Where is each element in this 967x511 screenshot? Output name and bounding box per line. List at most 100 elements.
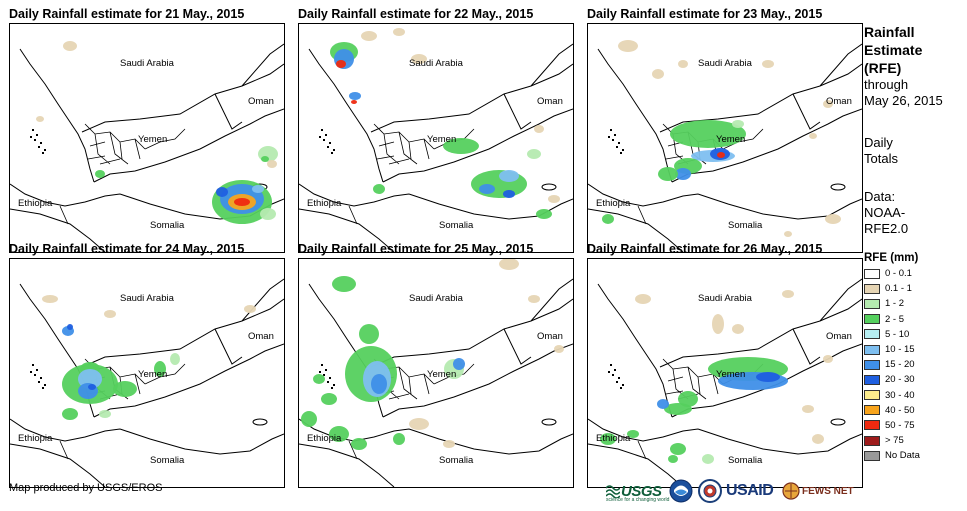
rain-area	[252, 185, 264, 193]
rfe-legend: RFE (mm) 0 - 0.1 0.1 - 1 1 - 2 2 - 5 5 - 10 1…	[864, 252, 920, 463]
rainfall-map: Saudi Arabia Oman Yemen Ethiopia Somalia	[587, 23, 863, 253]
legend-item: 20 - 30	[864, 372, 920, 387]
djibouti-border	[637, 440, 647, 460]
yemen-oman-border	[503, 328, 532, 365]
legend-swatch	[864, 374, 880, 385]
island-dot	[618, 377, 620, 379]
island-dot	[331, 387, 333, 389]
sidebar-through: through	[864, 77, 909, 92]
island-dot	[612, 374, 614, 376]
label-oman: Oman	[248, 331, 274, 342]
usgs-tagline: science for a changing world	[606, 497, 670, 503]
rain-area	[267, 160, 277, 168]
island-dot	[30, 136, 32, 138]
legend-swatch	[864, 435, 880, 446]
rain-area	[411, 54, 427, 64]
legend-item: 0.1 - 1	[864, 281, 920, 296]
socotra-island	[541, 418, 557, 426]
rain-area	[170, 353, 180, 365]
noaa-seal-icon	[669, 479, 693, 503]
sidebar-date: May 26, 2015	[864, 93, 943, 108]
ethiopia-somalia-border	[10, 443, 106, 487]
sidebar-data-source: RFE2.0	[864, 221, 909, 236]
yemen-oman-border	[792, 93, 821, 130]
horn-of-africa-coastline	[10, 183, 284, 220]
saudi-yemen-border	[81, 63, 284, 133]
rain-area	[732, 120, 744, 128]
rain-area	[154, 361, 166, 377]
rain-area	[99, 410, 111, 418]
island-dot	[616, 146, 618, 148]
rainfall-fields	[36, 41, 278, 224]
rainfall-fields	[602, 40, 841, 237]
panel-title: Daily Rainfall estimate for 25 May., 201…	[298, 242, 534, 256]
legend-swatch	[864, 298, 880, 309]
rain-area	[373, 184, 385, 194]
djibouti-border	[59, 440, 69, 460]
rain-area	[261, 156, 269, 162]
island-dot	[610, 129, 612, 131]
gulf-of-aden-coastline	[382, 108, 573, 183]
island-dot	[329, 142, 331, 144]
djibouti-border	[348, 205, 358, 225]
label-saudi-arabia: Saudi Arabia	[698, 58, 753, 69]
island-dot	[620, 152, 622, 154]
rain-area	[393, 28, 405, 36]
rain-area	[664, 403, 692, 415]
island-dot	[614, 134, 616, 136]
rain-area	[453, 358, 465, 370]
yemen-oman-border	[214, 93, 243, 130]
yemen-governorate-boundaries	[84, 123, 186, 165]
label-saudi-arabia: Saudi Arabia	[698, 293, 753, 304]
rain-area	[712, 314, 724, 334]
rain-area	[657, 399, 669, 409]
rain-area	[329, 426, 349, 442]
ethiopia-somalia-border	[299, 208, 395, 252]
label-yemen: Yemen	[716, 134, 745, 145]
label-saudi-arabia: Saudi Arabia	[120, 293, 175, 304]
island-dot	[622, 384, 624, 386]
rain-area	[36, 116, 44, 122]
panel-title: Daily Rainfall estimate for 23 May., 201…	[587, 7, 823, 21]
rain-area	[527, 149, 541, 159]
socotra-island	[541, 183, 557, 191]
rain-area	[471, 170, 527, 198]
gulf-of-aden-coastline	[93, 108, 284, 183]
island-dot	[36, 134, 38, 136]
legend-label: 1 - 2	[885, 298, 905, 310]
island-dot	[327, 381, 329, 383]
usaid-logo: USAID	[726, 478, 782, 504]
legend-swatch	[864, 329, 880, 340]
legend-swatch	[864, 359, 880, 370]
panel-title: Daily Rainfall estimate for 22 May., 201…	[298, 7, 534, 21]
island-dot	[34, 139, 36, 141]
label-ethiopia: Ethiopia	[18, 433, 53, 444]
map-panel-26-may: Daily Rainfall estimate for 26 May., 201…	[587, 241, 863, 488]
horn-of-africa-coastline	[299, 183, 573, 220]
island-dot	[32, 129, 34, 131]
rain-area	[95, 170, 105, 178]
rain-area	[499, 259, 519, 270]
legend-label: > 75	[885, 435, 904, 447]
rain-area	[301, 411, 317, 427]
legend-swatch	[864, 283, 880, 294]
legend-swatch	[864, 405, 880, 416]
rain-area	[359, 324, 379, 344]
island-dot	[329, 377, 331, 379]
island-dot	[319, 371, 321, 373]
label-oman: Oman	[537, 331, 563, 342]
legend-swatch	[864, 268, 880, 279]
island-dot	[40, 142, 42, 144]
island-dot	[44, 149, 46, 151]
gulf-of-aden-coastline	[382, 343, 573, 418]
island-dot	[42, 387, 44, 389]
island-dot	[323, 374, 325, 376]
island-dot	[333, 384, 335, 386]
map-panel-23-may: Daily Rainfall estimate for 23 May., 201…	[587, 6, 863, 253]
ethiopia-somalia-border	[588, 443, 684, 487]
island-dot	[321, 364, 323, 366]
rain-area	[809, 133, 817, 139]
rainfall-map: Saudi Arabia Oman Yemen Ethiopia Somalia	[9, 23, 285, 253]
horn-of-africa-coastline	[588, 183, 862, 220]
rain-area	[443, 138, 479, 154]
